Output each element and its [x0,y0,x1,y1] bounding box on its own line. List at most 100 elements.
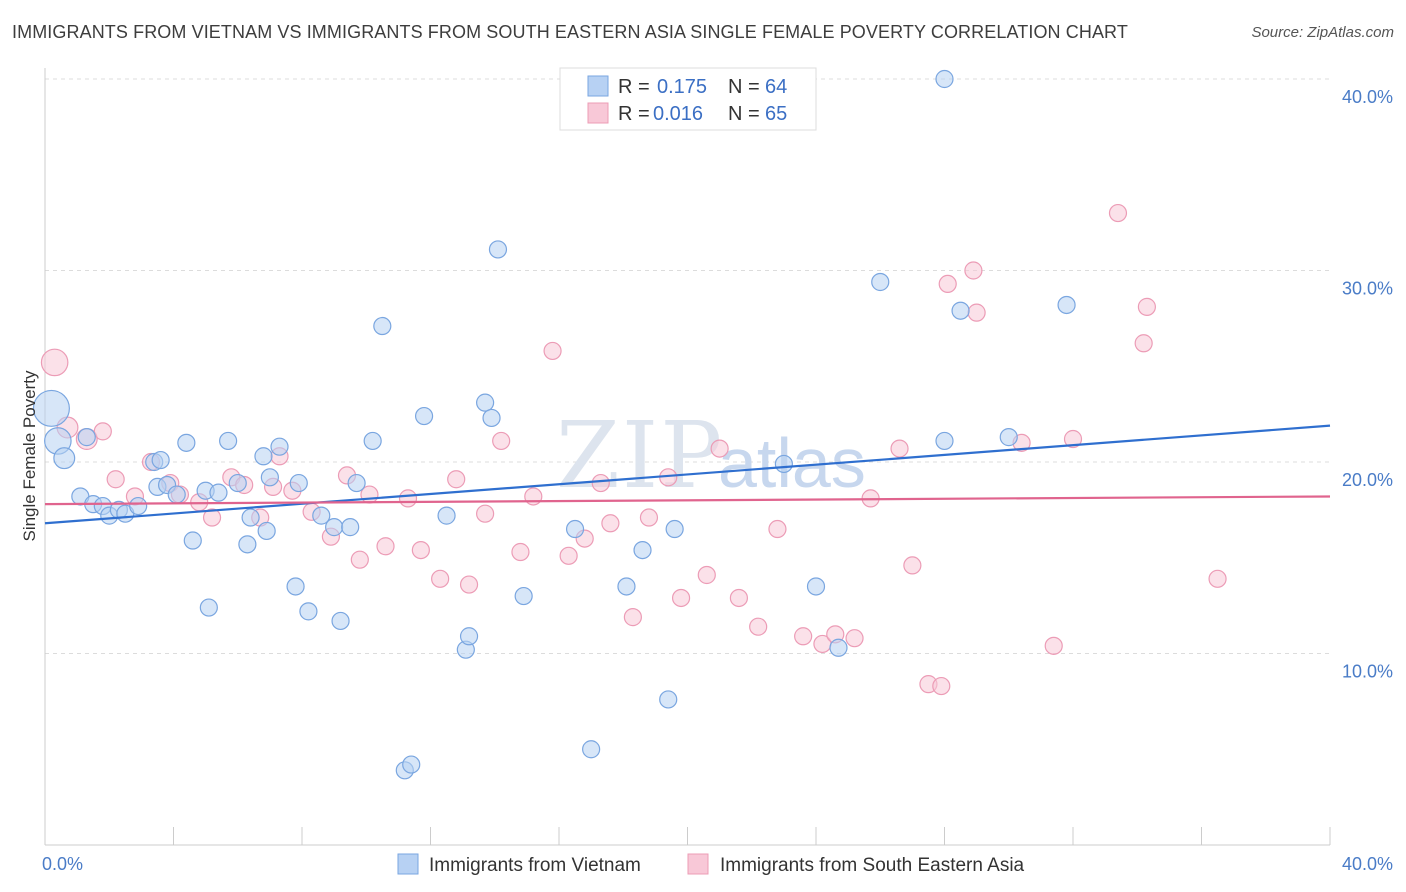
sea-point [697,565,716,585]
sea-point [768,519,787,539]
x-tick-label: 40.0% [1342,854,1393,874]
sea-point [1108,203,1128,223]
axes [44,68,1331,846]
sea-point [106,470,125,489]
vietnam-point [951,301,970,320]
y-tick-label: 20.0% [1342,470,1393,490]
sea-point [967,303,986,322]
legend-top: R = 0.175 N = 64 R = 0.016 N = 65 [559,67,817,131]
x-tick-labels: 0.0% 40.0% [42,854,1393,874]
sea-point [591,473,610,493]
trend-line-sea [44,495,1331,506]
vietnam-point [299,602,318,621]
legend-n-value-2: 65 [765,103,787,125]
sea-point [749,617,768,636]
vietnam-point [312,506,331,525]
legend-swatch-sea [587,102,609,124]
vietnam-point [347,473,366,493]
watermark-zip: ZIP [556,402,724,509]
chart-title: IMMIGRANTS FROM VIETNAM VS IMMIGRANTS FR… [12,22,1128,42]
vietnam-point [565,519,585,539]
vietnam-point [482,408,501,428]
vietnam-point [325,518,344,537]
vietnam-point [260,468,279,487]
legend-n-label-2: N = [728,103,760,125]
sea-point [623,608,642,627]
y-tick-label: 30.0% [1342,279,1393,299]
series-vietnam [32,69,1076,780]
sea-point [1044,636,1063,655]
legend-bottom: Immigrants from Vietnam Immigrants from … [397,853,1025,876]
sea-point [411,540,430,560]
vietnam-point [437,506,456,525]
sea-point [1134,334,1153,353]
sea-point [459,575,479,594]
vietnam-point [254,447,273,466]
vietnam-point [514,586,533,606]
vietnam-point [774,454,793,474]
vietnam-point [829,638,848,657]
y-tick-label: 10.0% [1342,662,1393,682]
vietnam-point [935,69,954,89]
vietnam-point [151,450,170,470]
vietnam-point [659,690,678,709]
vietnam-point [871,272,890,292]
vietnam-point [199,598,218,617]
vietnam-point [257,521,276,541]
legend-n-value-1: 64 [765,76,787,98]
legend-r-value-2: 0.016 [653,103,703,125]
sea-point [543,341,562,361]
vietnam-point [32,389,70,427]
vietnam-point [999,428,1018,447]
sea-point [671,588,691,608]
x-tick-label: 0.0% [42,854,83,874]
sea-point [511,542,530,562]
vietnam-point [617,577,636,596]
vietnam-point [238,535,257,554]
vietnam-point [177,433,196,452]
legend-swatch-vietnam [587,75,609,97]
vietnam-point [53,447,76,470]
sea-point [93,422,112,441]
legend-bottom-swatch-sea [687,853,709,875]
trend-lines [44,424,1331,525]
sea-point [40,348,69,377]
sea-point [932,676,951,696]
sea-point [350,550,369,569]
trend-line-vietnam [44,424,1331,525]
vietnam-point [209,483,228,502]
vietnam-point [129,496,148,516]
vietnam-point [665,519,684,539]
vietnam-point [414,406,434,426]
sea-point [492,431,511,451]
vietnam-point [633,540,652,560]
vietnam-point [476,393,495,412]
y-tick-labels: 10.0% 20.0% 30.0% 40.0% [1342,87,1393,682]
sea-point [845,629,864,648]
sea-point [1137,297,1156,316]
sea-point [903,556,922,575]
sea-point [376,537,395,556]
vietnam-point [289,473,308,493]
sea-point [890,439,909,458]
legend-r-label-1: R = [618,76,650,98]
legend-n-label-1: N = [728,76,760,98]
legend-bottom-swatch-vietnam [397,853,419,875]
vietnam-point [183,531,202,550]
y-axis-label: Single Female Poverty [20,370,39,542]
sea-point [794,627,813,646]
vietnam-point [459,627,479,646]
vietnam-point [167,485,186,504]
sea-point [202,508,222,527]
sea-point [964,261,983,280]
gridlines [45,78,1330,654]
vietnam-point [331,611,350,631]
vietnam-point [402,755,421,774]
legend-r-value-1: 0.175 [657,76,707,98]
legend-bottom-label-sea: Immigrants from South Eastern Asia [720,855,1025,876]
vietnam-point [341,518,360,537]
vietnam-point [373,316,392,336]
vietnam-point [363,431,382,451]
sea-point [1208,569,1227,588]
